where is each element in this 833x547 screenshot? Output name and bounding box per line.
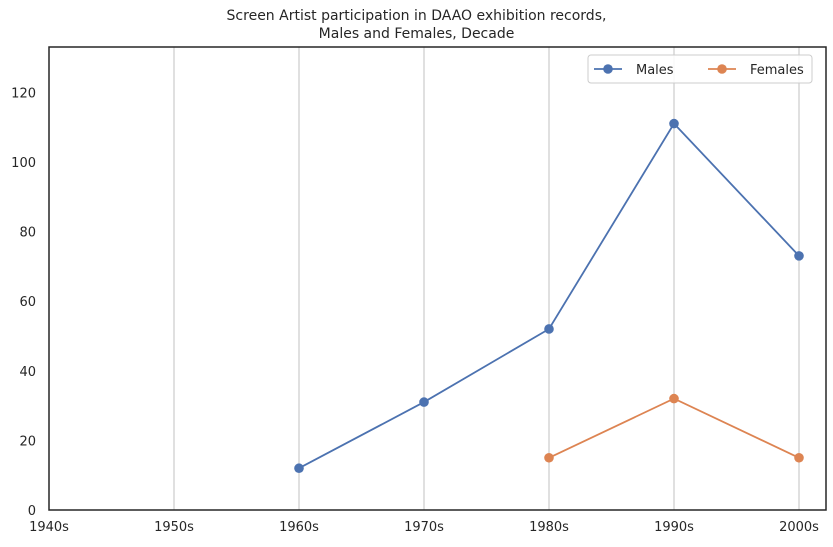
y-tick-label-0: 0 — [28, 504, 36, 519]
point-females-1980s — [544, 452, 554, 463]
x-tick-label-1950s: 1950s — [154, 520, 194, 535]
point-females-1990s — [669, 393, 679, 404]
chart-title-line-1: Screen Artist participation in DAAO exhi… — [226, 8, 607, 24]
legend-label-males: Males — [636, 63, 674, 78]
legend-marker-females — [717, 64, 727, 74]
y-tick-label-100: 100 — [11, 156, 36, 171]
y-tick-label-20: 20 — [19, 434, 36, 449]
point-males-1990s — [669, 118, 679, 129]
point-males-2000s — [794, 251, 804, 261]
y-tick-label-80: 80 — [19, 226, 36, 241]
legend-label-females: Females — [750, 63, 804, 78]
legend-box — [587, 54, 813, 84]
x-tick-label-1960s: 1960s — [279, 520, 319, 535]
x-tick-label-1940s: 1940s — [29, 520, 69, 535]
x-tick-label-2000s: 2000s — [779, 520, 819, 535]
point-females-2000s — [794, 452, 804, 463]
x-tick-label-1980s: 1980s — [529, 520, 569, 535]
x-tick-label-1970s: 1970s — [404, 520, 444, 535]
chart-title-line-2: Males and Females, Decade — [318, 26, 515, 42]
legend-marker-males — [603, 64, 613, 74]
point-males-1960s — [294, 463, 304, 474]
point-males-1970s — [419, 397, 429, 407]
plot-frame — [48, 46, 827, 511]
point-males-1980s — [544, 324, 554, 334]
y-tick-label-40: 40 — [19, 365, 36, 380]
y-tick-label-120: 120 — [11, 86, 36, 101]
x-tick-label-1990s: 1990s — [654, 520, 694, 535]
y-tick-label-60: 60 — [19, 295, 36, 310]
